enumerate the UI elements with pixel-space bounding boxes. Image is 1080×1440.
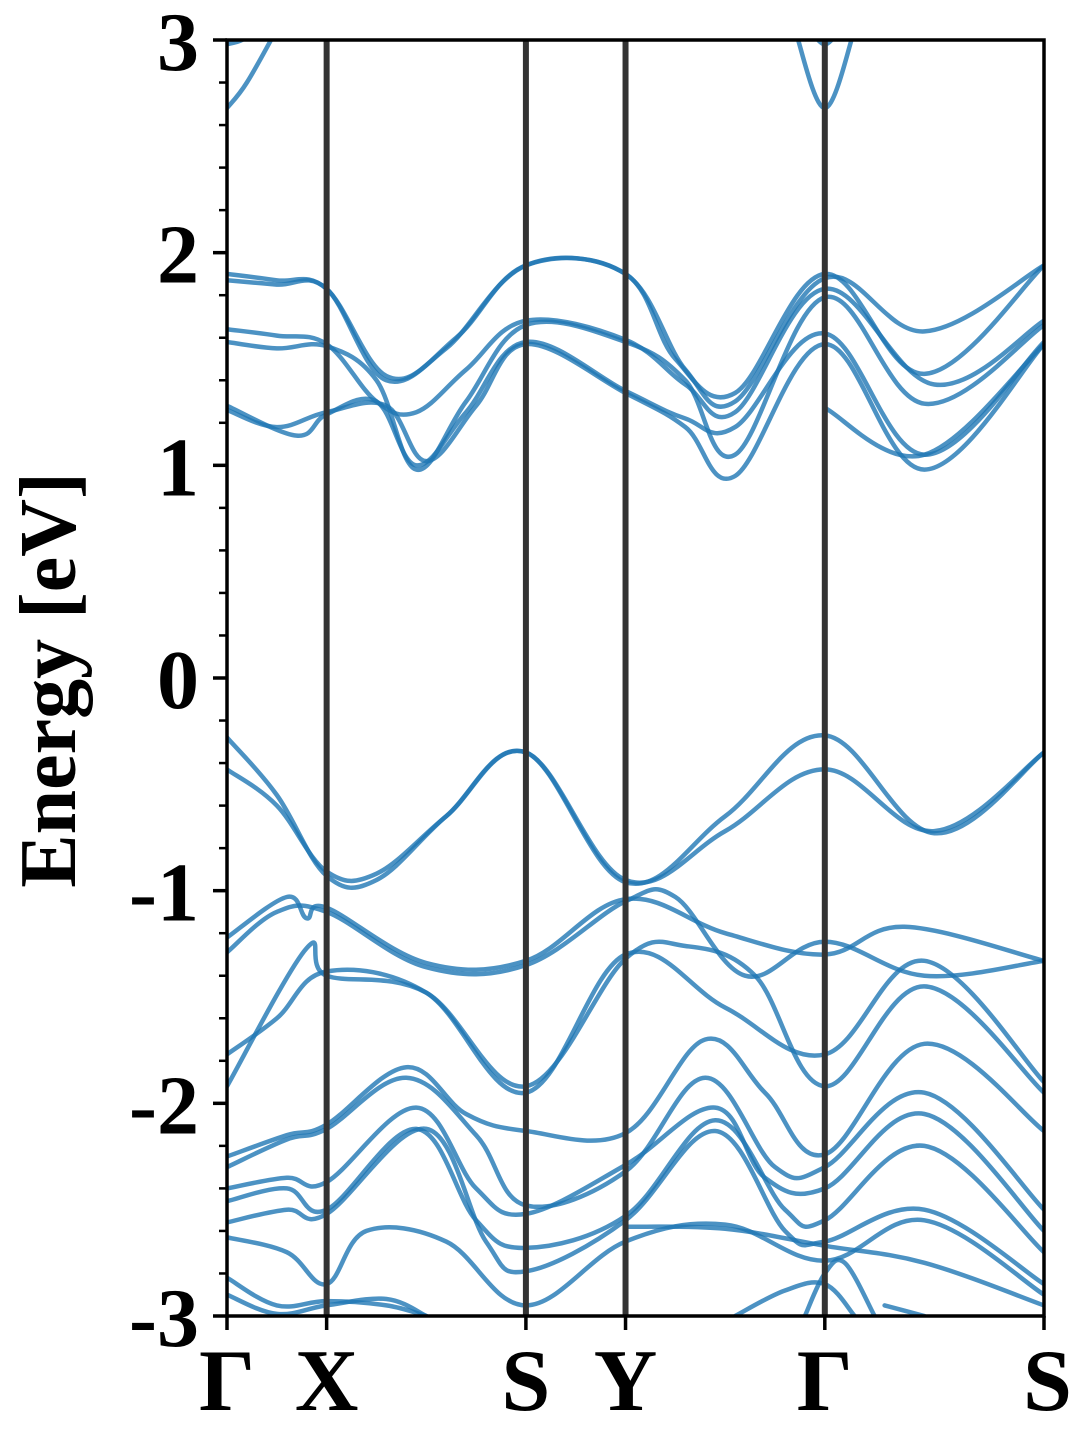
band-line-23 bbox=[732, 1280, 857, 1316]
y-axis-label: Energy [eV] bbox=[5, 472, 93, 887]
plot-area bbox=[225, 38, 1046, 1318]
x-tick-label: X bbox=[295, 1333, 359, 1430]
y-tick-label: -3 bbox=[129, 1272, 199, 1365]
x-tick-label: Γ bbox=[797, 1333, 853, 1430]
band-line-8 bbox=[227, 733, 1044, 890]
band-line-12 bbox=[227, 949, 1044, 1095]
x-tick-label: S bbox=[1023, 1333, 1072, 1430]
x-tick-label: Γ bbox=[199, 1333, 255, 1430]
band-line-7 bbox=[822, 341, 1044, 459]
bands bbox=[227, 40, 1044, 1316]
band-line-27 bbox=[227, 40, 247, 47]
y-tick-label: -1 bbox=[129, 847, 199, 940]
y-tick-label: 0 bbox=[157, 634, 199, 727]
band-line-24 bbox=[802, 1257, 877, 1316]
x-tick-label: S bbox=[501, 1333, 550, 1430]
y-tick-label: 1 bbox=[157, 421, 199, 514]
band-line-4 bbox=[227, 294, 1044, 472]
x-tick-label: Y bbox=[594, 1333, 658, 1430]
band-line-26 bbox=[227, 40, 274, 111]
y-axis: 3 2 1 0 -1 -2 -3 bbox=[129, 0, 227, 1365]
band-line-13 bbox=[227, 939, 1044, 1095]
band-line-10 bbox=[227, 894, 1044, 973]
y-tick-label: 3 bbox=[157, 0, 199, 89]
y-tick-label: -2 bbox=[129, 1059, 199, 1152]
band-line-6 bbox=[227, 341, 1044, 481]
band-line-2 bbox=[227, 255, 1044, 409]
y-tick-label: 2 bbox=[157, 209, 199, 302]
band-line-11 bbox=[227, 887, 1044, 979]
band-line-16 bbox=[227, 1105, 1044, 1234]
band-line-9 bbox=[227, 748, 1044, 885]
band-line-17 bbox=[227, 1118, 1044, 1255]
band-line-14 bbox=[227, 1036, 1044, 1159]
band-line-18 bbox=[227, 1126, 1044, 1287]
